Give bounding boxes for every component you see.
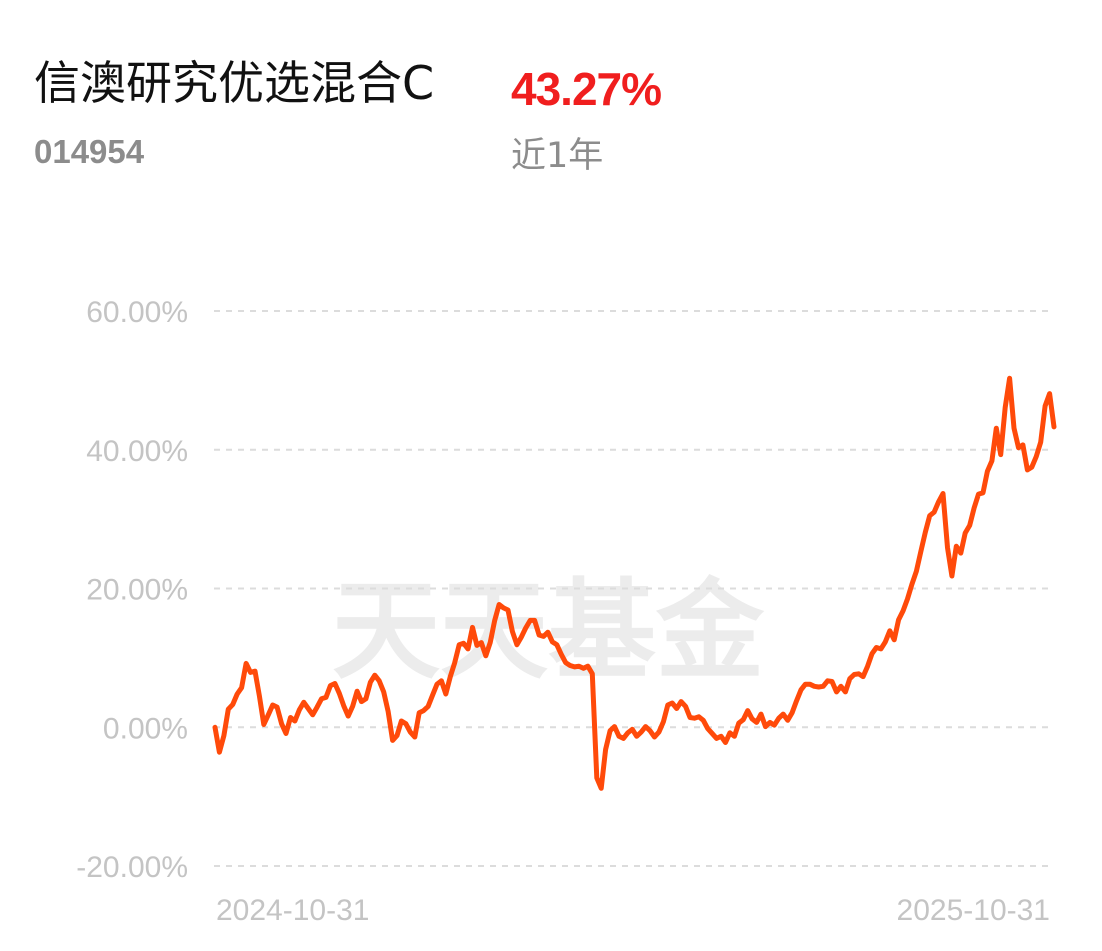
series-line-0 (212, 375, 1057, 791)
y-tick-label: 40.00% (86, 435, 188, 468)
x-tick-label: 2024-10-31 (216, 894, 369, 927)
y-axis-ticks: 60.00% 40.00% 20.00% 0.00% -20.00% (76, 296, 188, 884)
fund-name: 信澳研究优选混合C (34, 56, 435, 110)
y-tick-label: 60.00% (86, 296, 188, 329)
y-tick-label: 20.00% (86, 574, 188, 607)
x-tick-label: 2025-10-31 (897, 894, 1050, 927)
series-lines (212, 375, 1057, 791)
y-tick-label: 0.00% (103, 712, 188, 745)
fund-code: 014954 (34, 133, 145, 170)
x-axis-ticks: 2024-10-31 2025-10-31 (216, 894, 1050, 927)
return-value: 43.27% (511, 63, 662, 115)
return-period-label[interactable]: 近1年 (511, 136, 604, 176)
y-tick-label: -20.00% (76, 851, 188, 884)
